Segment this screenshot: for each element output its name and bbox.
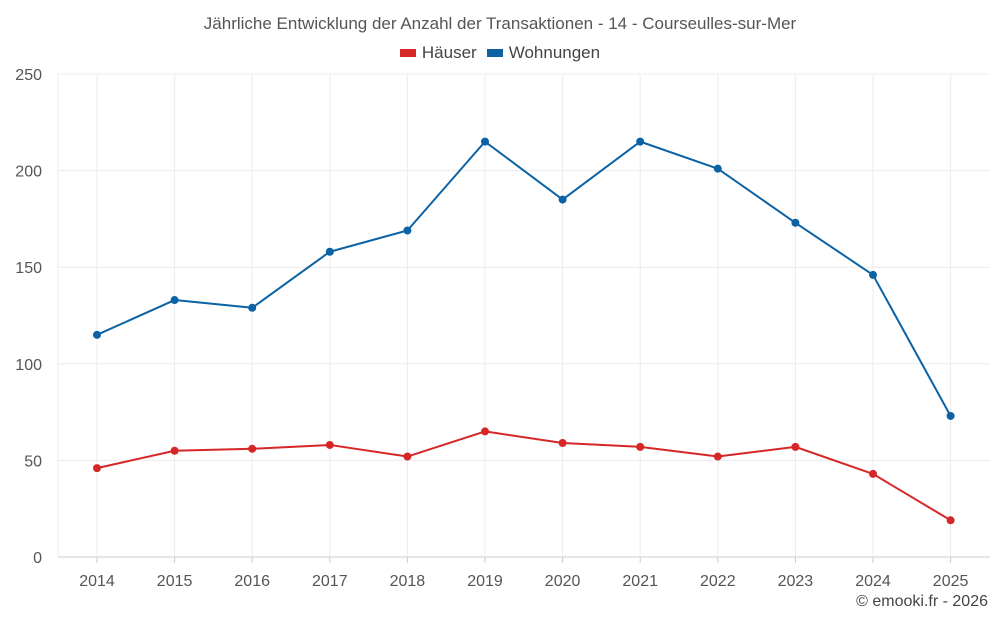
legend: Häuser Wohnungen	[0, 43, 1000, 63]
series-line-wohnungen	[96, 140, 952, 417]
data-point-haeuser	[869, 469, 877, 478]
data-point-haeuser	[713, 452, 722, 461]
data-point-haeuser	[636, 442, 645, 451]
data-point-wohnungen	[248, 303, 257, 312]
x-tick-label: 2017	[312, 573, 348, 590]
axes: 0 50 100 150 200 250 2014 2015 2016 2017 2018 2019 2…	[15, 67, 968, 590]
legend-swatch-haeuser	[399, 49, 416, 57]
legend-label-wohnungen: Wohnungen	[508, 43, 601, 62]
legend-swatch-wohnungen	[486, 49, 503, 57]
x-tick-label: 2021	[622, 573, 658, 590]
legend-label-haeuser: Häuser	[421, 43, 477, 62]
y-tick-label: 200	[15, 164, 42, 181]
y-tick-label: 100	[15, 357, 42, 374]
data-point-wohnungen	[481, 137, 489, 146]
y-tick-label: 150	[15, 260, 42, 277]
y-tick-label: 250	[15, 67, 42, 84]
copyright-credit: © emooki.fr - 2026	[856, 593, 988, 610]
data-point-wohnungen	[713, 164, 722, 173]
data-point-wohnungen	[869, 270, 877, 279]
x-tick-label: 2018	[390, 573, 426, 590]
data-point-wohnungen	[325, 247, 334, 256]
x-tick-label: 2023	[778, 573, 814, 590]
x-tick-label: 2015	[157, 573, 193, 590]
data-point-haeuser	[946, 516, 955, 525]
data-point-haeuser	[325, 440, 334, 449]
data-point-haeuser	[791, 442, 800, 451]
series	[93, 137, 955, 525]
data-point-haeuser	[558, 439, 567, 448]
x-tick-label: 2014	[79, 573, 115, 590]
series-line-haeuser	[96, 430, 952, 522]
data-point-wohnungen	[558, 195, 567, 204]
x-tick-label: 2019	[467, 573, 503, 590]
data-point-haeuser	[93, 464, 101, 473]
data-point-wohnungen	[946, 411, 955, 420]
x-tick-label: 2022	[700, 573, 736, 590]
y-tick-label: 0	[33, 550, 42, 567]
x-tick-label: 2020	[545, 573, 581, 590]
data-point-wohnungen	[170, 296, 179, 305]
data-point-wohnungen	[93, 330, 101, 339]
x-tick-label: 2016	[234, 573, 270, 590]
data-point-haeuser	[170, 446, 179, 455]
legend-item-haeuser[interactable]: Häuser	[399, 43, 477, 63]
data-point-wohnungen	[791, 218, 800, 227]
y-tick-label: 50	[24, 453, 42, 470]
chart-title: Jährliche Entwicklung der Anzahl der Tra…	[203, 14, 797, 33]
data-point-haeuser	[481, 427, 489, 436]
data-point-wohnungen	[403, 226, 412, 235]
grid	[57, 73, 990, 558]
x-tick-label: 2025	[933, 573, 969, 590]
legend-item-wohnungen[interactable]: Wohnungen	[486, 43, 601, 63]
data-point-haeuser	[403, 452, 412, 461]
data-point-haeuser	[248, 444, 257, 453]
x-tick-label: 2024	[855, 573, 891, 590]
data-point-wohnungen	[636, 137, 645, 146]
